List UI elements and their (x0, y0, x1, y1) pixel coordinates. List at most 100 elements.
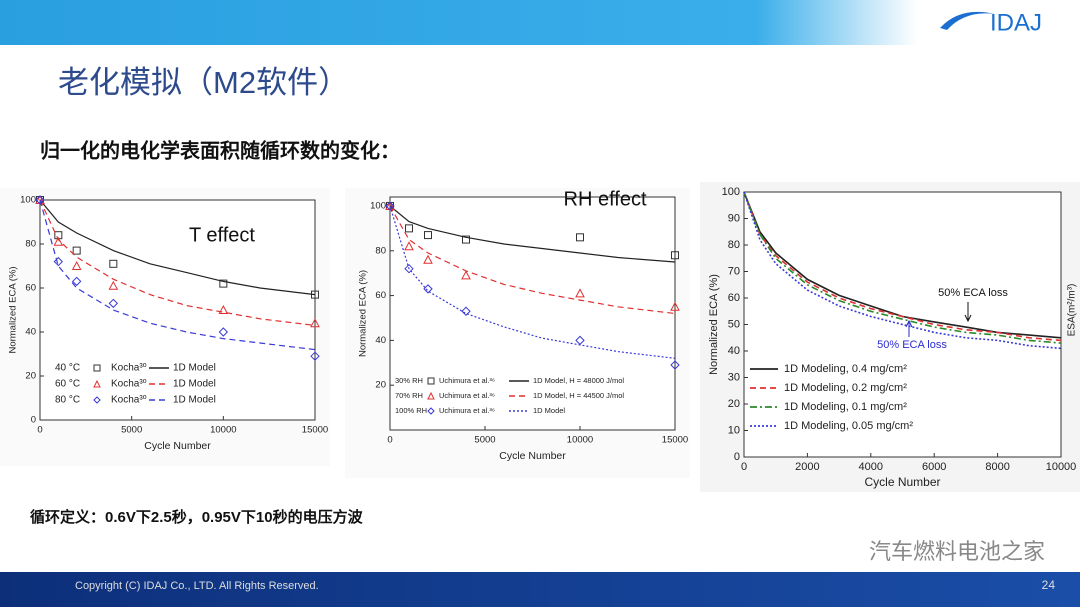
legend-marker (427, 377, 435, 385)
legend-label: 1D Modeling, 0.4 mg/cm² (784, 363, 907, 375)
y-tick-label: 20 (375, 380, 386, 391)
x-tick-label: 15000 (302, 425, 328, 436)
logo: IDAJ (990, 9, 1042, 36)
legend-label: Uchimura et al.³⁶ (439, 406, 495, 415)
legend-group: 30% RH (395, 376, 423, 385)
annotation: 50% ECA loss (877, 339, 947, 351)
y-tick-label: 100 (370, 200, 386, 211)
annotation: RH effect (564, 188, 647, 210)
legend-group: 40 °C (55, 363, 80, 374)
data-point (72, 246, 81, 255)
x-tick-label: 10000 (567, 435, 593, 446)
legend-label: 1D Model (173, 379, 216, 390)
y-tick-label: 100 (20, 195, 36, 206)
data-point (423, 284, 433, 294)
x-tick-label: 0 (741, 461, 747, 473)
data-point (53, 236, 64, 246)
y-tick-label: 40 (728, 345, 740, 357)
data-point (53, 256, 64, 267)
x-tick-label: 2000 (795, 461, 819, 473)
x-tick-label: 4000 (859, 461, 883, 473)
legend-marker (93, 364, 101, 372)
legend-marker (93, 396, 101, 404)
data-line (743, 191, 1062, 339)
note: 循环定义：0.6V下2.5秒，0.95V下10秒的电压方波 (30, 508, 364, 526)
copyright: Copyright (C) IDAJ Co., LTD. All Rights … (75, 580, 319, 592)
subtitle: 归一化的电化学表面积随循环数的变化： (40, 138, 400, 162)
plot-area (389, 196, 676, 431)
data-point (71, 260, 82, 270)
data-point (108, 298, 119, 309)
x-tick-label: 10000 (1046, 461, 1077, 473)
y-tick-label: 80 (375, 245, 386, 256)
data-point (670, 360, 680, 370)
y-tick-label: 60 (728, 292, 740, 304)
data-point (218, 304, 229, 314)
y-tick-label: 20 (728, 398, 740, 410)
y-tick-label: 40 (375, 335, 386, 346)
legend-group: 70% RH (395, 391, 423, 400)
legend-label: Kocha³⁰ (111, 363, 147, 374)
x-tick-label: 10000 (210, 425, 236, 436)
x-tick-label: 8000 (985, 461, 1009, 473)
data-point (423, 254, 433, 264)
legend-label: 1D Modeling, 0.1 mg/cm² (784, 401, 907, 413)
data-point (385, 201, 395, 211)
legend-marker (93, 379, 101, 388)
data-line (743, 191, 1062, 350)
data-point (461, 270, 471, 280)
x-axis-label: Cycle Number (864, 475, 940, 489)
data-point (462, 235, 470, 244)
legend-label: 1D Modeling, 0.05 mg/cm² (784, 420, 913, 432)
legend-group: 80 °C (55, 395, 80, 406)
y-tick-label: 90 (728, 212, 740, 224)
data-point (576, 233, 584, 242)
legend-label: 1D Model (173, 363, 216, 374)
y-tick-label: 20 (25, 371, 36, 382)
x-tick-label: 5000 (474, 435, 495, 446)
y-tick-label: 0 (31, 415, 36, 426)
data-point (405, 224, 413, 233)
data-point (404, 241, 414, 251)
data-point (218, 327, 229, 337)
data-point (310, 351, 320, 361)
footer-bar (0, 572, 1080, 607)
legend-label: Kocha³⁰ (111, 379, 147, 390)
annotation: 50% ECA loss (938, 287, 1008, 299)
legend-label: Uchimura et al.³⁶ (439, 376, 495, 385)
y-tick-label: 10 (728, 424, 740, 436)
data-line (389, 205, 676, 315)
legend-label: Kocha³⁰ (111, 395, 147, 406)
slide-title: 老化模拟（M2软件） (58, 65, 349, 100)
legend-label: 1D Model (173, 395, 216, 406)
arrow (964, 302, 972, 323)
y-tick-label: 80 (25, 239, 36, 250)
data-point (310, 318, 320, 328)
data-point (671, 251, 679, 260)
y-tick-label: 40 (25, 327, 36, 338)
legend-label: 1D Model, H = 44500 J/mol (533, 391, 624, 400)
y-tick-label: 30 (728, 371, 740, 383)
data-point (219, 279, 228, 288)
x-tick-label: 0 (37, 425, 42, 436)
legend-group: 100% RH (395, 406, 427, 415)
legend-marker (427, 391, 435, 400)
data-point (670, 301, 680, 311)
data-line (389, 205, 676, 263)
y-tick-label: 80 (728, 239, 740, 251)
y-tick-label: 60 (375, 290, 386, 301)
data-point (424, 231, 432, 240)
y2-axis-label: ESA(m²/m³) (1067, 284, 1078, 337)
legend-label: 1D Model (533, 406, 565, 415)
x-tick-label: 5000 (121, 425, 142, 436)
y-tick-label: 100 (722, 186, 740, 198)
annotation: T effect (189, 224, 255, 246)
data-point (108, 280, 119, 290)
plot-area (39, 199, 316, 421)
legend-label: 1D Modeling, 0.2 mg/cm² (784, 382, 907, 394)
data-point (109, 259, 118, 268)
x-tick-label: 6000 (922, 461, 946, 473)
top-bar (0, 0, 1080, 45)
page-number: 24 (1042, 578, 1056, 592)
